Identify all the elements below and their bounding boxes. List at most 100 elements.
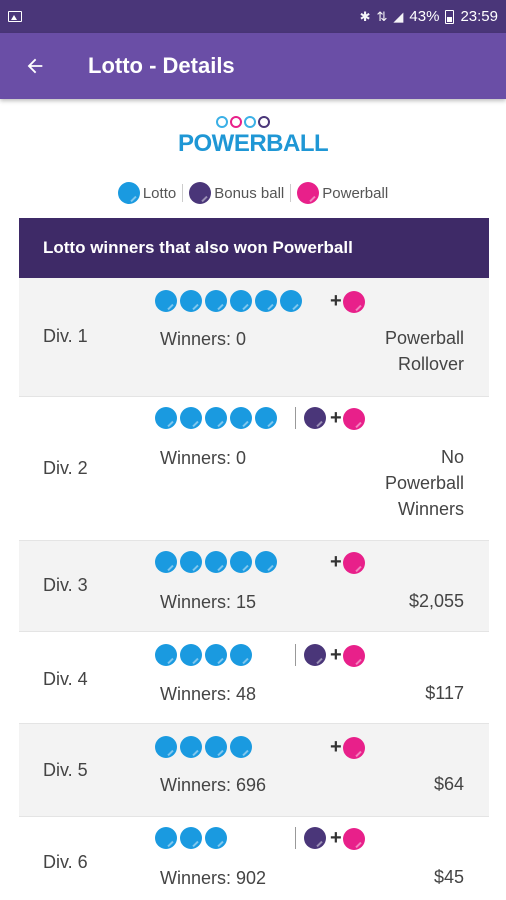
lotto-balls — [155, 644, 252, 666]
bonus-divider — [295, 644, 296, 666]
plus-icon: + — [330, 736, 342, 758]
powerball-slot: + — [330, 644, 365, 667]
prize-line: Rollover — [397, 354, 464, 374]
winners-count: Winners: 696 — [160, 775, 267, 795]
bonus-ball-icon — [304, 407, 326, 429]
powerball-slot: + — [330, 551, 365, 574]
prize-line: Winners — [397, 499, 464, 519]
bonus-ball-icon — [304, 644, 326, 666]
division-label: Div. 2 — [43, 458, 88, 478]
powerball-slot: + — [330, 407, 365, 430]
prize-line: No — [440, 447, 464, 467]
legend-lotto-label: Lotto — [142, 184, 177, 202]
lotto-balls — [155, 736, 252, 758]
page-title: Lotto - Details — [88, 53, 235, 78]
bluetooth-icon: ✱ — [359, 8, 371, 24]
plus-icon: + — [330, 407, 342, 429]
winners-count: Winners: 0 — [160, 329, 247, 349]
powerball-ball-icon — [342, 290, 365, 313]
winners-count: Winners: 902 — [160, 868, 267, 888]
prize: $64 — [434, 771, 464, 797]
powerball-ball-icon — [342, 827, 365, 850]
powerball-slot: + — [330, 736, 365, 759]
back-button[interactable] — [0, 33, 70, 99]
lotto-ball-icon — [230, 644, 252, 666]
lotto-ball-icon — [180, 644, 202, 666]
lotto-ball-icon — [280, 290, 302, 312]
prize-line: $117 — [425, 683, 464, 703]
prize-line: Powerball — [384, 473, 464, 493]
division-label: Div. 4 — [43, 669, 88, 689]
bonus-slot — [295, 644, 326, 666]
lotto-ball-icon — [255, 551, 277, 573]
lotto-balls — [155, 290, 302, 312]
lotto-balls — [155, 827, 227, 849]
powerball-slot: + — [330, 827, 365, 850]
division-row: Div. 5 + Winners: 696 $64 — [19, 724, 489, 817]
plus-icon: + — [330, 827, 342, 849]
bonus-divider — [295, 407, 296, 429]
logo-area: POWERBALL — [0, 112, 506, 170]
division-row: Div. 6 + Winners: 902 $45 — [19, 817, 489, 900]
lotto-ball-icon — [180, 290, 202, 312]
logo-text: POWERBALL — [178, 130, 329, 157]
logo-balls-icon — [216, 116, 270, 128]
data-transfer-icon: ⇅ — [376, 8, 388, 24]
division-label: Div. 1 — [43, 326, 88, 346]
powerball-ball-icon — [342, 644, 365, 667]
legend-divider — [182, 184, 184, 202]
powerball-logo: POWERBALL — [178, 112, 329, 162]
bonus-slot — [295, 407, 326, 429]
lotto-ball-icon — [205, 290, 227, 312]
winners-count: Winners: 48 — [160, 684, 257, 704]
prize: No Powerball Winners — [385, 444, 464, 522]
powerball-slot: + — [330, 290, 365, 313]
lotto-balls — [155, 551, 277, 573]
lotto-ball-icon — [230, 736, 252, 758]
lotto-ball-icon — [205, 407, 227, 429]
prize-line: $64 — [433, 774, 464, 794]
division-label: Div. 6 — [43, 852, 88, 872]
lotto-ball-icon — [155, 407, 177, 429]
lotto-ball-icon — [205, 827, 227, 849]
plus-icon: + — [330, 551, 342, 573]
plus-icon: + — [330, 290, 342, 312]
image-notification-icon — [8, 11, 22, 22]
division-row: Div. 2 + Winners: 0 No Powerball Winners — [19, 397, 489, 541]
legend-bonus: Bonus ball — [189, 182, 284, 204]
legend-bonus-label: Bonus ball — [214, 184, 285, 202]
lotto-ball-icon — [117, 182, 140, 204]
legend-powerball: Powerball — [297, 182, 388, 204]
lotto-balls — [155, 407, 277, 429]
lotto-ball-icon — [155, 290, 177, 312]
lotto-ball-icon — [255, 407, 277, 429]
winners-count: Winners: 0 — [160, 448, 247, 468]
signal-icon: ◢ — [393, 8, 404, 24]
lotto-ball-icon — [230, 290, 252, 312]
divisions-card: Lotto winners that also won Powerball Di… — [19, 218, 489, 900]
division-label: Div. 5 — [43, 760, 88, 780]
legend-powerball-label: Powerball — [322, 184, 389, 202]
bonus-divider — [295, 827, 296, 849]
lotto-ball-icon — [180, 827, 202, 849]
division-row: Div. 3 + Winners: 15 $2,055 — [19, 541, 489, 632]
powerball-ball-icon — [342, 407, 365, 430]
lotto-ball-icon — [155, 827, 177, 849]
section-header: Lotto winners that also won Powerball — [19, 218, 489, 278]
division-row: Div. 4 + Winners: 48 $117 — [19, 632, 489, 724]
lotto-ball-icon — [255, 290, 277, 312]
powerball-ball-icon — [297, 182, 320, 204]
lotto-ball-icon — [205, 644, 227, 666]
lotto-ball-icon — [180, 407, 202, 429]
powerball-ball-icon — [342, 736, 365, 759]
battery-icon — [445, 9, 455, 24]
prize: $117 — [425, 680, 464, 706]
winners-count: Winners: 15 — [160, 592, 257, 612]
lotto-ball-icon — [155, 551, 177, 573]
legend-divider — [290, 184, 292, 202]
powerball-ball-icon — [342, 551, 365, 574]
clock: 23:59 — [460, 8, 498, 25]
plus-icon: + — [330, 644, 342, 666]
lotto-ball-icon — [180, 551, 202, 573]
lotto-ball-icon — [230, 407, 252, 429]
